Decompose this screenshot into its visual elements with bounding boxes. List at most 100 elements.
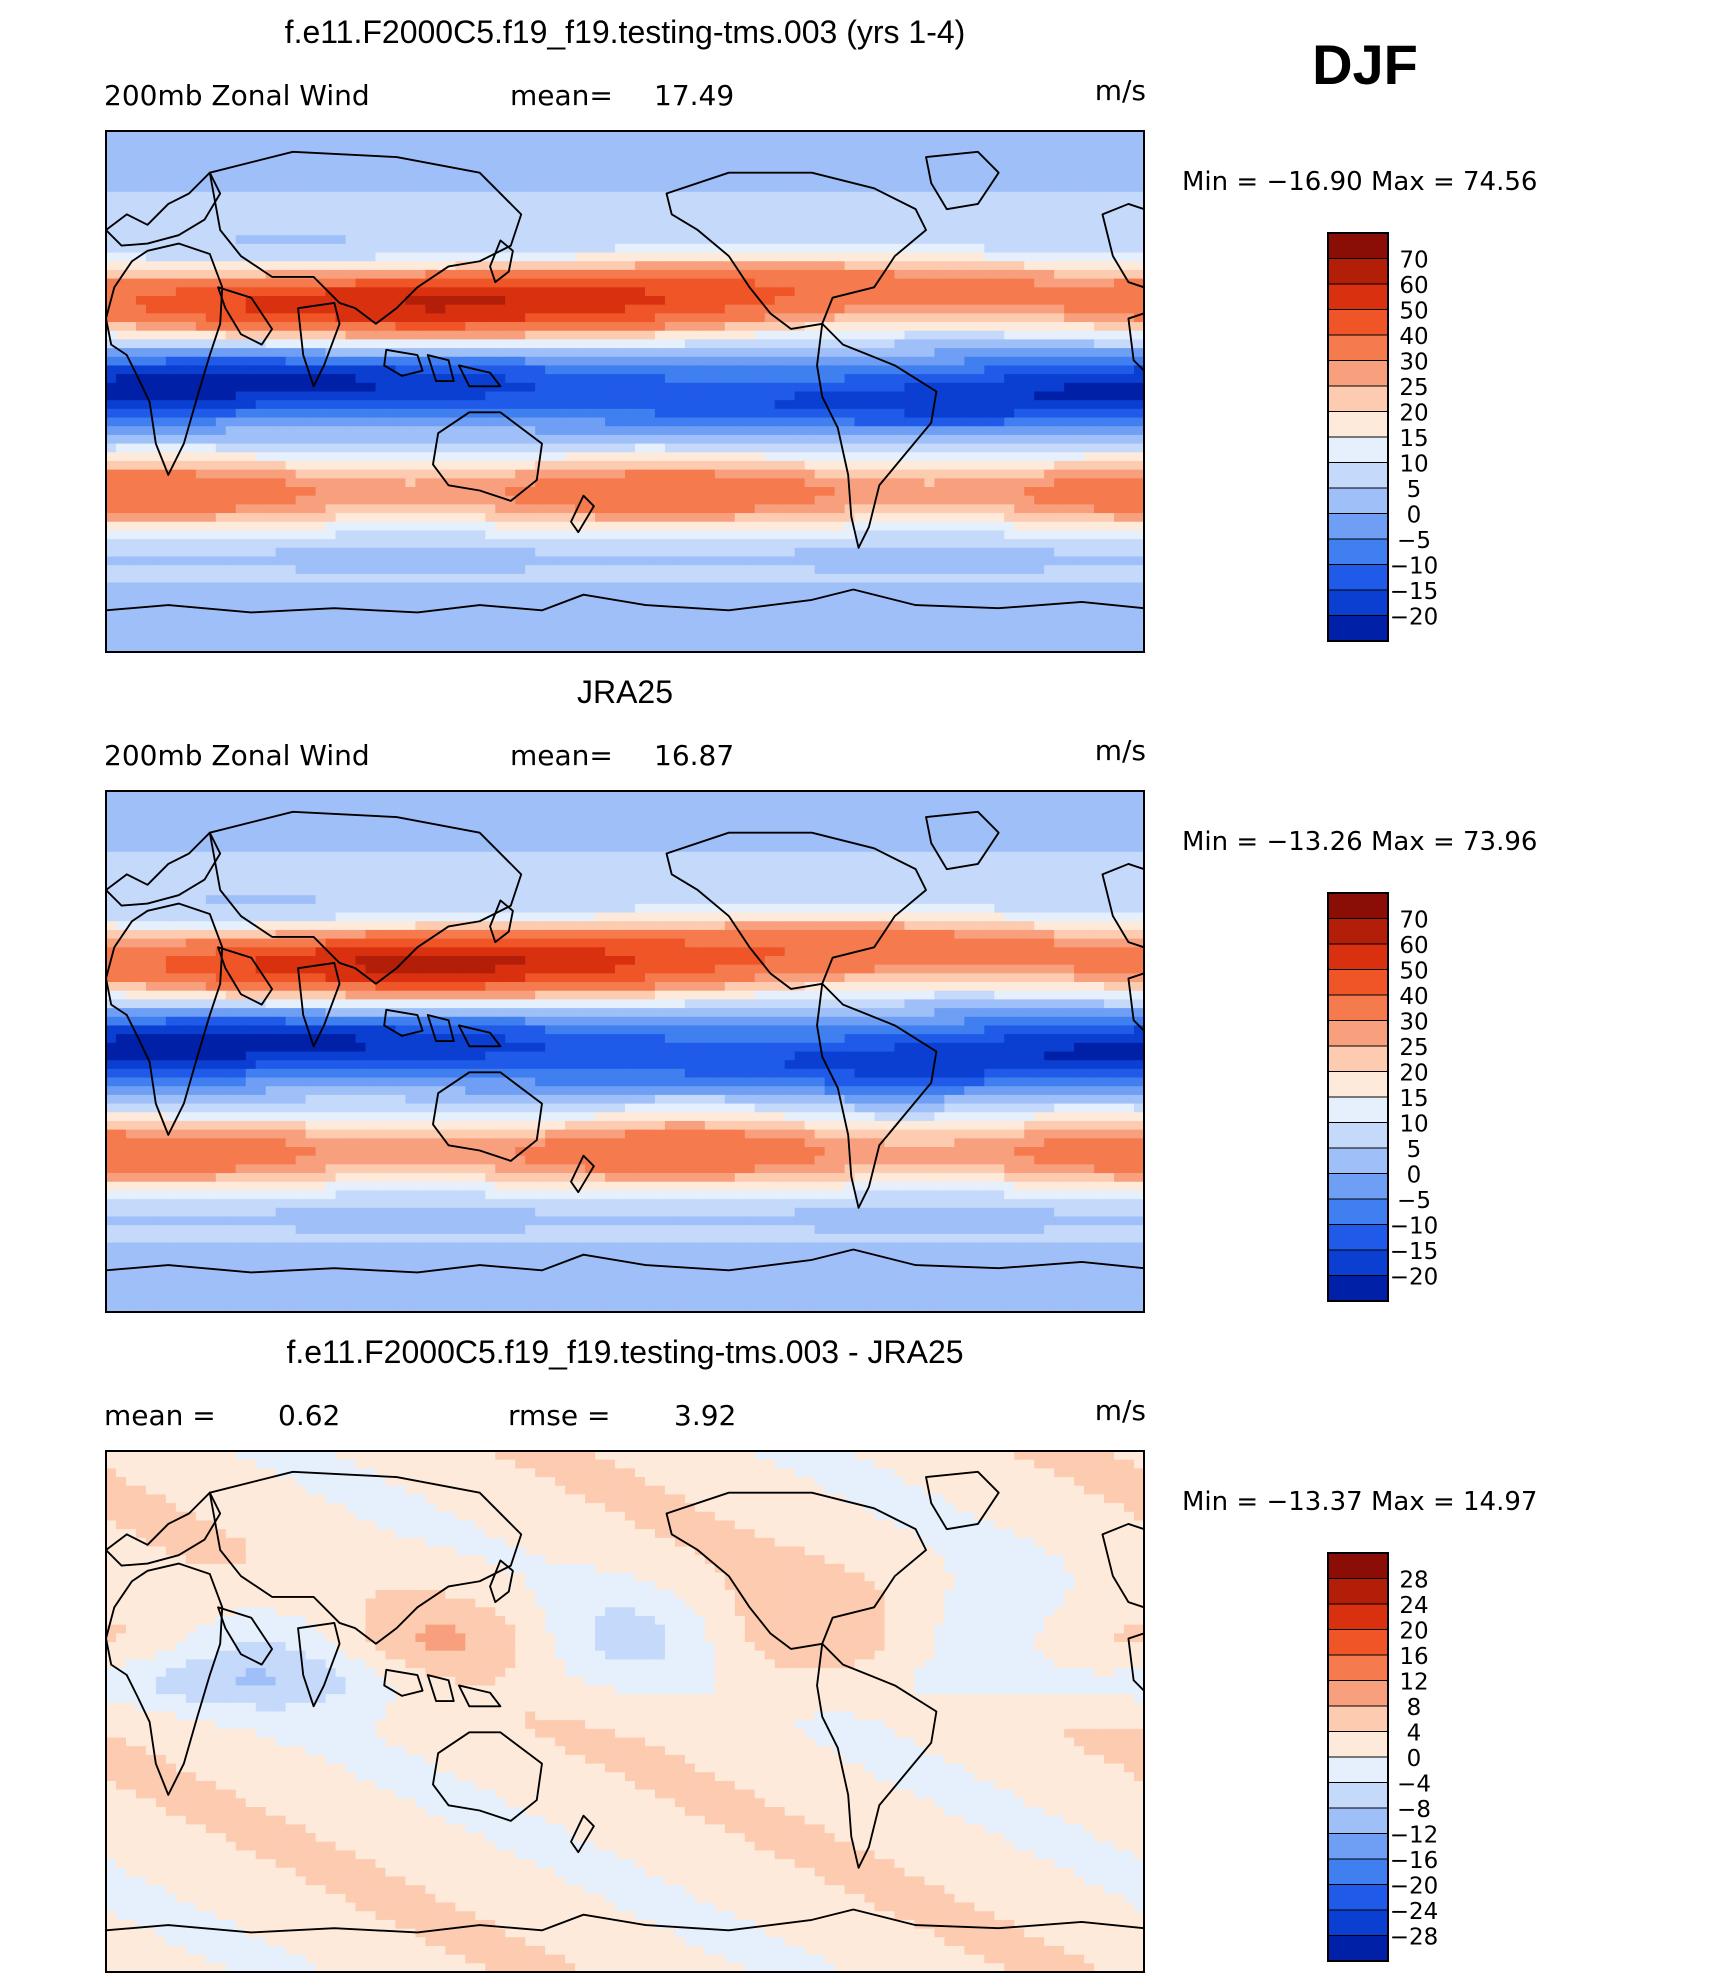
colorbar-swatch (1327, 513, 1389, 540)
colorbar-swatch (1327, 487, 1389, 515)
panel-title: JRA25 (577, 674, 673, 710)
map-frame (105, 790, 1145, 1313)
colorbar-tick-label: 30 (1399, 1010, 1428, 1036)
contour-field (106, 791, 1144, 1311)
season-label: DJF (1312, 33, 1418, 96)
panel-left-label: 200mb Zonal Wind (104, 79, 370, 112)
min-max-label: Min = −13.26 Max = 73.96 (1182, 827, 1537, 857)
colorbar-swatch (1327, 1224, 1389, 1251)
colorbar-swatch (1327, 943, 1389, 971)
colorbar-tick-label: −15 (1390, 579, 1439, 605)
min-label: Min = (1182, 167, 1266, 197)
colorbar-swatch (1327, 411, 1389, 438)
colorbar-swatch (1327, 918, 1389, 945)
colorbar-tick-label: −10 (1390, 1214, 1439, 1240)
colorbar-tick-label: 25 (1399, 1035, 1428, 1061)
panel-center-value: 3.92 (674, 1399, 736, 1432)
colorbar-swatch (1327, 462, 1389, 489)
colorbar-tick-label: −28 (1390, 1925, 1439, 1951)
colorbar-tick-label: 10 (1399, 452, 1428, 478)
min-value: −13.37 (1266, 1487, 1370, 1517)
colorbar-tick-label: 20 (1399, 1619, 1428, 1645)
min-max-label: Min = −16.90 Max = 74.56 (1182, 167, 1537, 197)
contour-field (106, 131, 1144, 652)
colorbar-swatch (1327, 994, 1389, 1022)
colorbar-tick-label: 60 (1399, 933, 1428, 959)
colorbar-swatch (1327, 258, 1389, 285)
colorbar-tick-label: 15 (1399, 426, 1428, 452)
colorbar-swatch (1327, 1198, 1389, 1226)
min-max-label: Min = −13.37 Max = 14.97 (1182, 1487, 1537, 1517)
panel-units: m/s (1095, 734, 1146, 767)
panel-center-label: mean= (510, 739, 613, 772)
colorbar-tick-label: 12 (1399, 1670, 1428, 1696)
colorbar-tick-label: −20 (1390, 1265, 1439, 1291)
map-frame (105, 1450, 1145, 1973)
max-label: Max = (1371, 167, 1463, 197)
colorbar-tick-label: 5 (1407, 1137, 1422, 1163)
colorbar-swatch (1327, 1833, 1389, 1860)
colorbar-tick-label: −8 (1397, 1797, 1431, 1823)
colorbar-tick-label: −20 (1390, 1874, 1439, 1900)
colorbar-tick-label: 4 (1407, 1721, 1422, 1747)
colorbar-swatch (1327, 1629, 1389, 1656)
colorbar-swatch (1327, 589, 1389, 617)
colorbar-tick-label: 40 (1399, 984, 1428, 1010)
colorbar-tick-label: −10 (1390, 554, 1439, 580)
colorbar-swatch (1327, 1147, 1389, 1175)
colorbar-swatch (1327, 538, 1389, 566)
colorbar-tick-label: 28 (1399, 1568, 1428, 1594)
panel-left-value: 0.62 (278, 1399, 340, 1432)
colorbar-tick-label: 24 (1399, 1593, 1428, 1619)
colorbar-swatch (1327, 1249, 1389, 1277)
map-panel-2: JRA25 200mb Zonal Wind mean= 16.87 m/s Min = … (104, 674, 1537, 1313)
colorbar-swatch (1327, 1071, 1389, 1098)
colorbar-tick-label: 16 (1399, 1644, 1428, 1670)
colorbar-tick-label: 20 (1399, 401, 1428, 427)
colorbar-swatch (1327, 1731, 1389, 1758)
colorbar-tick-label: −5 (1397, 1188, 1431, 1214)
colorbar-swatch (1327, 232, 1389, 260)
colorbar-swatch (1327, 1782, 1389, 1809)
colorbar-swatch (1327, 969, 1389, 996)
max-value: 73.96 (1463, 827, 1537, 857)
colorbar-tick-label: −12 (1390, 1823, 1439, 1849)
max-label: Max = (1371, 827, 1463, 857)
colorbar-tick-label: 70 (1399, 908, 1428, 934)
colorbar-tick-label: −16 (1390, 1848, 1439, 1874)
colorbar-tick-label: 8 (1407, 1695, 1422, 1721)
colorbar-swatch (1327, 1096, 1389, 1124)
panel-center-label: mean= (510, 79, 613, 112)
panel-center-label: rmse = (508, 1399, 610, 1432)
colorbar-tick-label: −4 (1397, 1772, 1431, 1798)
min-label: Min = (1182, 827, 1266, 857)
min-value: −13.26 (1266, 827, 1370, 857)
colorbar-swatch (1327, 892, 1389, 920)
colorbar-swatch (1327, 1807, 1389, 1835)
colorbar-swatch (1327, 1884, 1389, 1911)
colorbar-tick-label: 0 (1407, 503, 1422, 529)
colorbar-swatch (1327, 385, 1389, 413)
colorbar-swatch (1327, 360, 1389, 387)
colorbar-tick-label: 70 (1399, 248, 1428, 274)
colorbar-tick-label: −15 (1390, 1239, 1439, 1265)
colorbar-swatch (1327, 1909, 1389, 1937)
colorbar-tick-label: 15 (1399, 1086, 1428, 1112)
panel-center-value: 17.49 (654, 79, 734, 112)
colorbar-tick-label: 30 (1399, 350, 1428, 376)
panel-title: f.e11.F2000C5.f19_f19.testing-tms.003 - … (286, 1334, 963, 1370)
colorbar-swatch (1327, 1578, 1389, 1605)
panel-left-label: 200mb Zonal Wind (104, 739, 370, 772)
map-panel-1: f.e11.F2000C5.f19_f19.testing-tms.003 (y… (104, 14, 1537, 653)
colorbar-swatch (1327, 1122, 1389, 1149)
colorbar-swatch (1327, 1552, 1389, 1580)
colorbar-tick-label: 0 (1407, 1746, 1422, 1772)
colorbar-swatch (1327, 564, 1389, 591)
colorbar-swatch (1327, 615, 1389, 642)
max-value: 74.56 (1463, 167, 1537, 197)
colorbar-swatch (1327, 1275, 1389, 1302)
max-value: 14.97 (1463, 1487, 1537, 1517)
